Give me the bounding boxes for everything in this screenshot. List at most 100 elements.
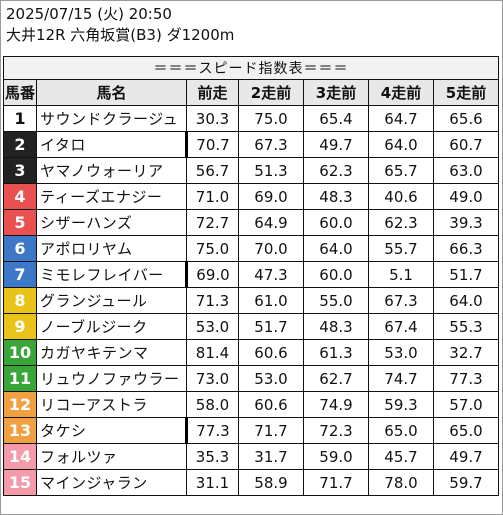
speed-index-cell: 55.0 (303, 287, 369, 314)
speed-index-cell: 39.3 (433, 209, 499, 236)
horse-name-cell: サウンドクラージュ (36, 105, 187, 132)
horse-number-cell: 11 (3, 365, 37, 392)
speed-index-cell: 62.3 (303, 157, 369, 184)
speed-index-cell: 35.3 (186, 443, 239, 470)
table-row: 8 グランジュール 71.3 61.0 55.0 67.3 64.0 (3, 287, 499, 314)
speed-index-cell: 71.3 (186, 287, 239, 314)
speed-index-cell: 48.3 (303, 183, 369, 210)
horse-number-cell: 6 (3, 235, 37, 262)
speed-index-cell: 40.6 (368, 183, 434, 210)
table-row: 9 ノーブルジーク 53.0 51.7 48.3 67.4 55.3 (3, 313, 499, 340)
speed-index-cell: 53.0 (368, 339, 434, 366)
race-info: 大井12R 六角坂賞(B3) ダ1200m (6, 26, 235, 44)
speed-index-cell: 60.0 (303, 209, 369, 236)
speed-index-cell: 64.0 (368, 131, 434, 158)
speed-index-cell: 64.0 (303, 235, 369, 262)
column-header-4-races-ago: 4走前 (368, 79, 434, 106)
speed-index-cell: 60.0 (303, 261, 369, 288)
speed-index-cell: 67.4 (368, 313, 434, 340)
table-row: 10 カガヤキテンマ 81.4 60.6 61.3 53.0 32.7 (3, 339, 499, 366)
speed-index-cell: 51.7 (238, 313, 304, 340)
table-row: 15 マインジャラン 31.1 58.9 71.7 78.0 59.7 (3, 469, 499, 496)
table-row: 4 ティーズエナジー 71.0 69.0 48.3 40.6 49.0 (3, 183, 499, 210)
speed-index-cell: 71.7 (303, 469, 369, 496)
horse-number-cell: 8 (3, 287, 37, 314)
speed-index-cell: 72.7 (186, 209, 239, 236)
speed-index-cell: 58.9 (238, 469, 304, 496)
speed-index-cell: 81.4 (186, 339, 239, 366)
speed-index-cell: 57.0 (433, 391, 499, 418)
table-row: 1 サウンドクラージュ 30.3 75.0 65.4 64.7 65.6 (3, 105, 499, 132)
table-row: 13 タケシ 77.3 71.7 72.3 65.0 65.0 (3, 417, 499, 444)
speed-index-cell: 65.0 (433, 417, 499, 444)
speed-index-cell: 77.3 (433, 365, 499, 392)
speed-index-cell: 70.7 (186, 131, 239, 158)
column-header-5-races-ago: 5走前 (433, 79, 499, 106)
speed-index-cell: 59.0 (303, 443, 369, 470)
speed-index-cell: 60.6 (238, 391, 304, 418)
column-header-last-race: 前走 (186, 79, 239, 106)
horse-number-cell: 10 (3, 339, 37, 366)
horse-number-cell: 12 (3, 391, 37, 418)
speed-index-cell: 64.0 (433, 287, 499, 314)
speed-index-cell: 65.4 (303, 105, 369, 132)
speed-index-cell: 62.7 (303, 365, 369, 392)
speed-index-cell: 67.3 (368, 287, 434, 314)
speed-index-cell: 65.0 (368, 417, 434, 444)
horse-name-cell: イタロ (36, 131, 188, 158)
speed-index-cell: 47.3 (238, 261, 304, 288)
speed-index-cell: 49.7 (303, 131, 369, 158)
speed-index-cell: 45.7 (368, 443, 434, 470)
table-row: 2 イタロ 70.7 67.3 49.7 64.0 60.7 (3, 131, 499, 158)
speed-index-cell: 65.7 (368, 157, 434, 184)
speed-index-cell: 60.7 (433, 131, 499, 158)
horse-name-cell: カガヤキテンマ (36, 339, 187, 366)
speed-index-cell: 5.1 (368, 261, 434, 288)
speed-index-cell: 60.6 (238, 339, 304, 366)
speed-index-cell: 74.9 (303, 391, 369, 418)
speed-index-cell: 65.6 (433, 105, 499, 132)
speed-index-cell: 67.3 (238, 131, 304, 158)
speed-index-cell: 49.7 (433, 443, 499, 470)
table-title: ＝＝＝スピード指数表＝＝＝ (3, 56, 499, 80)
speed-index-cell: 59.7 (433, 469, 499, 496)
speed-index-cell: 71.0 (186, 183, 239, 210)
race-datetime: 2025/07/15 (火) 20:50 (6, 5, 172, 23)
speed-index-cell: 31.7 (238, 443, 304, 470)
horse-number-cell: 5 (3, 209, 37, 236)
column-header-number: 馬番 (3, 79, 37, 106)
speed-index-cell: 32.7 (433, 339, 499, 366)
speed-index-cell: 64.9 (238, 209, 304, 236)
speed-index-cell: 49.0 (433, 183, 499, 210)
speed-index-cell: 72.3 (303, 417, 369, 444)
table-row: 3 ヤマノウォーリア 56.7 51.3 62.3 65.7 63.0 (3, 157, 499, 184)
table-row: 11 リュウノファウラー 73.0 53.0 62.7 74.7 77.3 (3, 365, 499, 392)
table-row: 12 リコーアストラ 58.0 60.6 74.9 59.3 57.0 (3, 391, 499, 418)
horse-number-cell: 15 (3, 469, 37, 496)
speed-index-cell: 75.0 (238, 105, 304, 132)
speed-index-cell: 55.3 (433, 313, 499, 340)
speed-index-cell: 71.7 (238, 417, 304, 444)
speed-index-cell: 48.3 (303, 313, 369, 340)
horse-name-cell: シザーハンズ (36, 209, 187, 236)
horse-number-cell: 7 (3, 261, 37, 288)
speed-index-cell: 61.3 (303, 339, 369, 366)
speed-index-cell: 64.7 (368, 105, 434, 132)
speed-index-cell: 55.7 (368, 235, 434, 262)
speed-index-cell: 51.3 (238, 157, 304, 184)
speed-index-cell: 31.1 (186, 469, 239, 496)
table-row: 14 フォルツァ 35.3 31.7 59.0 45.7 49.7 (3, 443, 499, 470)
speed-index-cell: 69.0 (238, 183, 304, 210)
speed-index-cell: 77.3 (186, 417, 239, 444)
table-row: 6 アポロリヤム 75.0 70.0 64.0 55.7 66.3 (3, 235, 499, 262)
speed-index-cell: 74.7 (368, 365, 434, 392)
speed-index-cell: 66.3 (433, 235, 499, 262)
horse-number-cell: 3 (3, 157, 37, 184)
horse-name-cell: リコーアストラ (36, 391, 187, 418)
table-row: 5 シザーハンズ 72.7 64.9 60.0 62.3 39.3 (3, 209, 499, 236)
speed-index-cell: 63.0 (433, 157, 499, 184)
speed-index-cell: 30.3 (186, 105, 239, 132)
horse-number-cell: 1 (3, 105, 37, 132)
horse-name-cell: タケシ (36, 417, 188, 444)
speed-index-table: ＝＝＝スピード指数表＝＝＝ 馬番 馬名 前走 2走前 3走前 4走前 5走前 1… (3, 56, 499, 496)
